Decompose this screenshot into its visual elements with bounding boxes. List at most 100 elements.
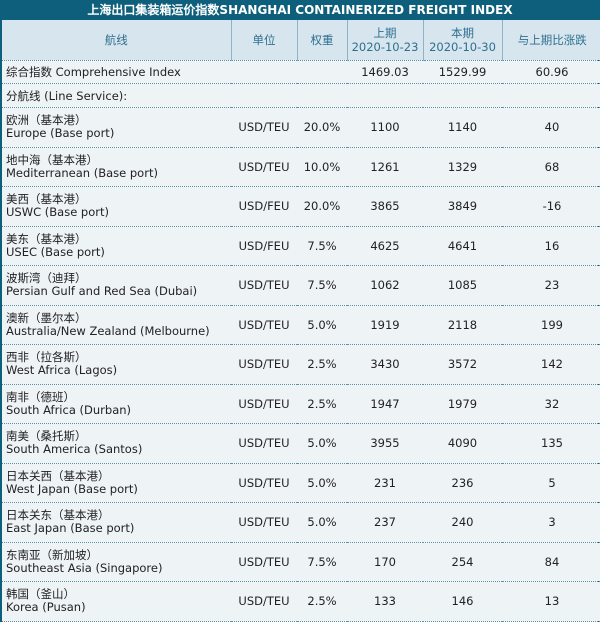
unit-cell: USD/TEU <box>231 581 297 622</box>
route-cn: 韩国（釜山） <box>6 587 75 602</box>
route-cn: 南非（德班） <box>6 389 75 404</box>
route-en: South Africa (Durban) <box>6 402 132 417</box>
change-cell: 84 <box>502 542 600 582</box>
route-cell: 南非（德班） South Africa (Durban) <box>2 384 231 424</box>
prev-cell: 1100 <box>347 107 423 148</box>
route-cell: 地中海（基本港） Mediterranean (Base port) <box>2 147 231 187</box>
weight-cell: 20.0% <box>297 186 347 227</box>
curr-cell: 3572 <box>423 344 502 385</box>
table-row: 欧洲（基本港） Europe (Base port) USD/TEU 20.0% 110… <box>2 107 600 148</box>
route-en: West Japan (Base port) <box>6 481 138 496</box>
route-cn: 美东（基本港） <box>6 231 87 246</box>
unit-cell: USD/FEU <box>231 226 297 266</box>
curr-cell: 4090 <box>423 423 502 464</box>
route-cn: 西非（拉各斯） <box>6 350 87 365</box>
route-cn: 波斯湾（迪拜） <box>6 271 87 286</box>
route-en: Australia/New Zealand (Melbourne) <box>6 323 210 338</box>
route-cell: 日本关西（基本港） West Japan (Base port) <box>2 463 231 503</box>
route-cell: 日本关东（基本港） East Japan (Base port) <box>2 502 231 543</box>
curr-cell: 236 <box>423 463 502 503</box>
route-cell: 波斯湾（迪拜） Persian Gulf and Red Sea (Dubai) <box>2 265 231 306</box>
change-cell: 16 <box>502 226 600 266</box>
unit-cell: USD/TEU <box>231 423 297 464</box>
unit-cell: USD/TEU <box>231 502 297 543</box>
weight-cell: 7.5% <box>297 226 347 266</box>
route-cell: 美西（基本港） USWC (Base port) <box>2 186 231 227</box>
table-row: 南美（桑托斯） South America (Santos) USD/TEU 5.0%… <box>2 423 600 464</box>
table-title: 上海出口集装箱运价指数SHANGHAI CONTAINERIZED FREIGH… <box>2 0 598 20</box>
table-row: 美东（基本港） USEC (Base port) USD/FEU 7.5% 4625 46… <box>2 226 600 266</box>
curr-label: 本期 <box>451 26 474 40</box>
unit-cell: USD/TEU <box>231 344 297 385</box>
table-row: 日本关东（基本港） East Japan (Base port) USD/TEU 5.… <box>2 502 600 543</box>
header-unit: 单位 <box>231 20 298 61</box>
freight-index-table: 航线 单位 权重 上期 2020-10-23 本期 2020-10-30 与上期比涨… <box>2 20 600 622</box>
route-cn: 欧洲（基本港） <box>6 113 87 128</box>
route-cell: 西非（拉各斯） West Africa (Lagos) <box>2 344 231 385</box>
table-row: 西非（拉各斯） West Africa (Lagos) USD/TEU 2.5% 343… <box>2 344 600 385</box>
header-change: 与上期比涨跌 <box>502 20 600 61</box>
route-en: Europe (Base port) <box>6 126 115 141</box>
unit-cell: USD/TEU <box>231 542 297 582</box>
change-cell: -16 <box>502 186 600 227</box>
curr-cell: 146 <box>423 581 502 622</box>
comprehensive-change: 60.96 <box>502 60 600 84</box>
route-cn: 美西（基本港） <box>6 192 87 207</box>
unit-cell: USD/TEU <box>231 384 297 424</box>
change-cell: 3 <box>502 502 600 543</box>
weight-cell: 2.5% <box>297 384 347 424</box>
change-cell: 142 <box>502 344 600 385</box>
weight-cell: 20.0% <box>297 107 347 148</box>
prev-cell: 1947 <box>347 384 423 424</box>
header-curr: 本期 2020-10-30 <box>423 20 503 61</box>
route-cn: 澳新（墨尔本） <box>6 310 87 325</box>
weight-cell: 5.0% <box>297 305 347 345</box>
table-row: 日本关西（基本港） West Japan (Base port) USD/TEU 5.… <box>2 463 600 503</box>
curr-cell: 254 <box>423 542 502 582</box>
route-en: South America (Santos) <box>6 442 143 457</box>
curr-cell: 1140 <box>423 107 502 148</box>
route-cell: 韩国（釜山） Korea (Pusan) <box>2 581 231 622</box>
route-en: West Africa (Lagos) <box>6 363 118 378</box>
prev-cell: 237 <box>347 502 423 543</box>
weight-cell: 2.5% <box>297 581 347 622</box>
comprehensive-unit <box>231 60 297 84</box>
route-cell: 美东（基本港） USEC (Base port) <box>2 226 231 266</box>
prev-cell: 133 <box>347 581 423 622</box>
unit-cell: USD/TEU <box>231 147 297 187</box>
change-cell: 40 <box>502 107 600 148</box>
route-cell: 南美（桑托斯） South America (Santos) <box>2 423 231 464</box>
curr-cell: 3849 <box>423 186 502 227</box>
route-en: USWC (Base port) <box>6 205 109 220</box>
prev-cell: 4625 <box>347 226 423 266</box>
route-cell: 欧洲（基本港） Europe (Base port) <box>2 107 231 148</box>
prev-cell: 1062 <box>347 265 423 306</box>
table-row: 东南亚（新加坡） Southeast Asia (Singapore) USD/TE… <box>2 542 600 582</box>
header-row: 航线 单位 权重 上期 2020-10-23 本期 2020-10-30 与上期比涨… <box>2 20 600 61</box>
prev-cell: 1919 <box>347 305 423 345</box>
route-cn: 地中海（基本港） <box>6 152 98 167</box>
change-cell: 23 <box>502 265 600 306</box>
table-row: 南非（德班） South Africa (Durban) USD/TEU 2.5% 19… <box>2 384 600 424</box>
change-cell: 199 <box>502 305 600 345</box>
unit-cell: USD/TEU <box>231 305 297 345</box>
comprehensive-label: 综合指数 Comprehensive Index <box>2 60 231 84</box>
prev-cell: 1261 <box>347 147 423 187</box>
route-cn: 东南亚（新加坡） <box>6 547 98 562</box>
curr-cell: 240 <box>423 502 502 543</box>
curr-cell: 4641 <box>423 226 502 266</box>
comprehensive-weight <box>297 60 347 84</box>
prev-date: 2020-10-23 <box>351 40 419 54</box>
change-cell: 5 <box>502 463 600 503</box>
route-en: Korea (Pusan) <box>6 600 86 615</box>
header-route: 航线 <box>2 20 232 61</box>
weight-cell: 5.0% <box>297 423 347 464</box>
change-cell: 32 <box>502 384 600 424</box>
route-cell: 东南亚（新加坡） Southeast Asia (Singapore) <box>2 542 231 582</box>
header-weight: 权重 <box>297 20 348 61</box>
section-label: 分航线 (Line Service): <box>2 83 600 108</box>
route-cn: 南美（桑托斯） <box>6 429 87 444</box>
curr-date: 2020-10-30 <box>429 40 496 54</box>
route-cell: 澳新（墨尔本） Australia/New Zealand (Melbourne) <box>2 305 231 345</box>
